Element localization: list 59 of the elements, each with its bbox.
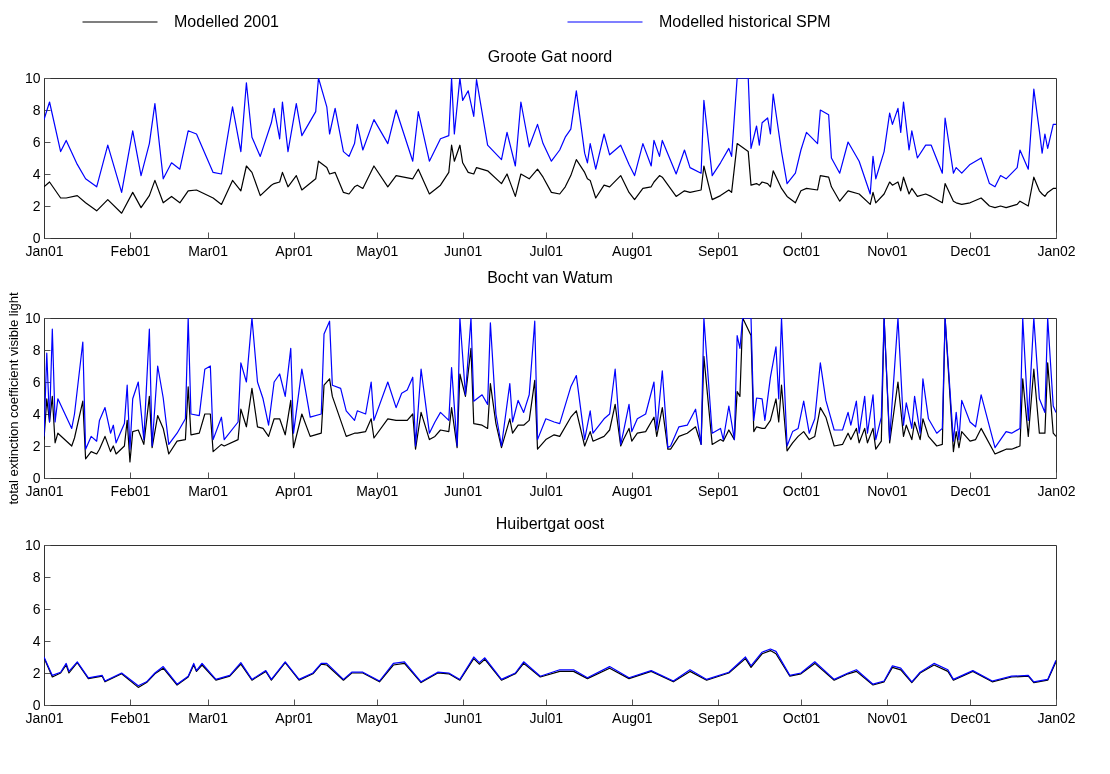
x-tick-label: Sep01 <box>698 709 739 726</box>
x-tick-label: Apr01 <box>275 709 313 726</box>
x-tick-label: Jun01 <box>444 242 483 259</box>
x-tick-label: Oct01 <box>782 242 821 259</box>
chart-title: Huibertgat oost <box>495 515 605 532</box>
y-tick-label: 6 <box>32 133 41 150</box>
x-tick-label: Jul01 <box>529 709 564 726</box>
x-tick-label: Nov01 <box>867 709 908 726</box>
y-tick-label: 2 <box>32 197 41 214</box>
y-tick-label: 6 <box>32 373 41 390</box>
x-tick-label: Aug01 <box>612 709 653 726</box>
x-tick-label: Oct01 <box>782 709 821 726</box>
x-tick-label: Dec01 <box>950 709 991 726</box>
y-tick-label: 10 <box>24 309 41 326</box>
y-tick-label: 2 <box>32 664 41 681</box>
x-tick-label: Jun01 <box>444 482 483 499</box>
x-tick-label: Sep01 <box>698 482 739 499</box>
x-tick-label: Sep01 <box>698 242 739 259</box>
legend-label: Modelled historical SPM <box>659 13 831 30</box>
y-tick-label: 8 <box>32 568 41 585</box>
x-tick-label: Feb01 <box>110 709 151 726</box>
x-tick-label: May01 <box>356 242 399 259</box>
y-tick-label: 6 <box>32 600 41 617</box>
x-tick-label: Jan02 <box>1037 242 1076 259</box>
y-tick-label: 8 <box>32 341 41 358</box>
x-tick-label: Aug01 <box>612 482 653 499</box>
x-tick-label: Feb01 <box>110 482 151 499</box>
y-tick-label: 4 <box>32 405 41 422</box>
x-tick-label: Apr01 <box>275 482 313 499</box>
x-tick-label: Jun01 <box>444 709 483 726</box>
x-tick-label: May01 <box>356 482 399 499</box>
x-tick-label: Feb01 <box>110 242 151 259</box>
chart-title: Groote Gat noord <box>487 48 613 65</box>
x-tick-label: Dec01 <box>950 242 991 259</box>
x-tick-label: Dec01 <box>950 482 991 499</box>
y-tick-label: 2 <box>32 437 41 454</box>
line-series <box>44 143 1056 214</box>
x-tick-label: Mar01 <box>188 482 229 499</box>
x-tick-label: Nov01 <box>867 242 908 259</box>
legend-label: Modelled 2001 <box>174 13 280 30</box>
x-tick-label: Jan02 <box>1037 709 1076 726</box>
x-tick-label: Apr01 <box>275 242 313 259</box>
x-tick-label: Jan02 <box>1037 482 1076 499</box>
y-axis-title: total extinction coefficient visible light <box>5 292 21 505</box>
chart-title: Bocht van Watum <box>487 268 613 286</box>
x-tick-label: Mar01 <box>188 709 229 726</box>
x-tick-label: Jul01 <box>529 242 564 259</box>
x-tick-label: May01 <box>356 709 399 726</box>
y-tick-label: 4 <box>32 632 41 649</box>
x-tick-label: Aug01 <box>612 242 653 259</box>
x-tick-label: Jul01 <box>529 482 564 499</box>
x-tick-label: Nov01 <box>867 482 908 499</box>
y-tick-label: 10 <box>24 536 41 553</box>
y-tick-label: 10 <box>24 69 41 86</box>
x-tick-label: Oct01 <box>782 482 821 499</box>
line-series <box>44 78 1056 195</box>
x-tick-label: Mar01 <box>188 242 229 259</box>
y-tick-label: 4 <box>32 165 41 182</box>
y-tick-label: 8 <box>32 101 41 118</box>
